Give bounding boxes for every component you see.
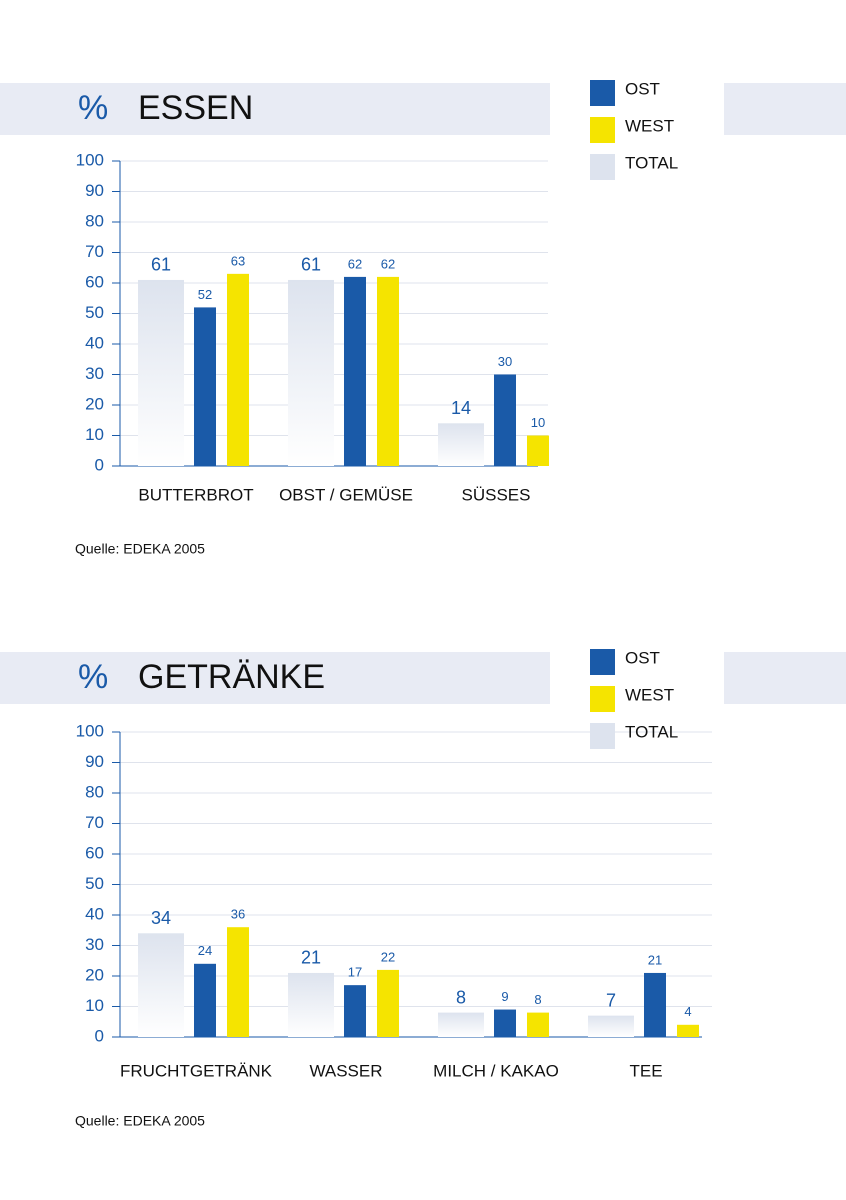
legend-swatch [590, 117, 615, 143]
value-label: 17 [348, 965, 362, 980]
x-tick-label: WASSER [309, 1061, 382, 1080]
value-label: 24 [198, 943, 212, 958]
y-tick-label: 60 [85, 843, 104, 862]
legend-swatch [590, 723, 615, 749]
bar [438, 1012, 484, 1037]
y-tick-label: 40 [85, 904, 104, 923]
bar [227, 927, 249, 1037]
y-tick-label: 0 [95, 1026, 104, 1045]
value-label: 52 [198, 287, 212, 302]
chart-title: GETRÄNKE [138, 658, 325, 696]
legend-swatch [590, 80, 615, 106]
y-tick-label: 20 [85, 965, 104, 984]
value-label: 14 [451, 398, 471, 418]
legend-swatch [590, 686, 615, 712]
y-tick-label: 90 [85, 181, 104, 200]
y-tick-label: 60 [85, 272, 104, 291]
legend-label: TOTAL [625, 722, 678, 741]
value-label: 30 [498, 354, 512, 369]
bar [377, 276, 399, 466]
bar [344, 276, 366, 466]
bar [494, 1009, 516, 1037]
chart-title: ESSEN [138, 89, 253, 127]
legend-label: OST [625, 648, 660, 667]
legend-label: OST [625, 79, 660, 98]
value-label: 63 [231, 253, 245, 268]
legend-label: WEST [625, 685, 674, 704]
title-band [0, 652, 550, 704]
value-label: 36 [231, 907, 245, 922]
bar [138, 933, 184, 1037]
legend-swatch [590, 649, 615, 675]
bar [677, 1024, 699, 1037]
bar [227, 273, 249, 466]
bar [194, 963, 216, 1037]
legend-label: TOTAL [625, 153, 678, 172]
value-label: 61 [301, 255, 321, 275]
bar [494, 374, 516, 466]
y-tick-label: 90 [85, 752, 104, 771]
bar [288, 279, 334, 466]
x-tick-label: OBST / GEMÜSE [279, 485, 413, 504]
bar [644, 972, 666, 1037]
y-tick-label: 100 [76, 721, 104, 740]
y-tick-label: 50 [85, 303, 104, 322]
value-label: 8 [534, 992, 541, 1007]
source-note: Quelle: EDEKA 2005 [75, 541, 205, 557]
bar [377, 969, 399, 1037]
y-tick-label: 70 [85, 242, 104, 261]
y-tick-label: 80 [85, 782, 104, 801]
title-band-right [724, 652, 846, 704]
value-label: 21 [648, 952, 662, 967]
y-tick-label: 30 [85, 935, 104, 954]
y-tick-label: 10 [85, 996, 104, 1015]
bar [438, 423, 484, 466]
unit-label: % [78, 658, 108, 696]
value-label: 9 [501, 989, 508, 1004]
unit-label: % [78, 89, 108, 127]
bar [344, 985, 366, 1037]
bar [288, 972, 334, 1037]
value-label: 7 [606, 990, 616, 1010]
bar [588, 1015, 634, 1037]
title-band [0, 83, 550, 135]
title-band-right [724, 83, 846, 135]
value-label: 10 [531, 415, 545, 430]
value-label: 22 [381, 949, 395, 964]
y-tick-label: 70 [85, 813, 104, 832]
y-tick-label: 10 [85, 425, 104, 444]
y-tick-label: 50 [85, 874, 104, 893]
value-label: 4 [684, 1004, 691, 1019]
y-tick-label: 20 [85, 394, 104, 413]
value-label: 34 [151, 908, 171, 928]
y-tick-label: 40 [85, 333, 104, 352]
bar [138, 279, 184, 466]
x-tick-label: SÜSSES [462, 485, 531, 504]
y-tick-label: 100 [76, 150, 104, 169]
legend-label: WEST [625, 116, 674, 135]
bar [527, 1012, 549, 1037]
y-tick-label: 0 [95, 455, 104, 474]
value-label: 21 [301, 948, 321, 968]
x-tick-label: FRUCHTGETRÄNK [120, 1061, 273, 1080]
value-label: 8 [456, 987, 466, 1007]
y-tick-label: 80 [85, 211, 104, 230]
y-tick-label: 30 [85, 364, 104, 383]
bar [194, 307, 216, 466]
x-tick-label: BUTTERBROT [138, 485, 253, 504]
source-note: Quelle: EDEKA 2005 [75, 1113, 205, 1129]
value-label: 61 [151, 255, 171, 275]
value-label: 62 [348, 256, 362, 271]
value-label: 62 [381, 256, 395, 271]
bar [527, 435, 549, 466]
x-tick-label: MILCH / KAKAO [433, 1061, 559, 1080]
legend-swatch [590, 154, 615, 180]
x-tick-label: TEE [629, 1061, 662, 1080]
